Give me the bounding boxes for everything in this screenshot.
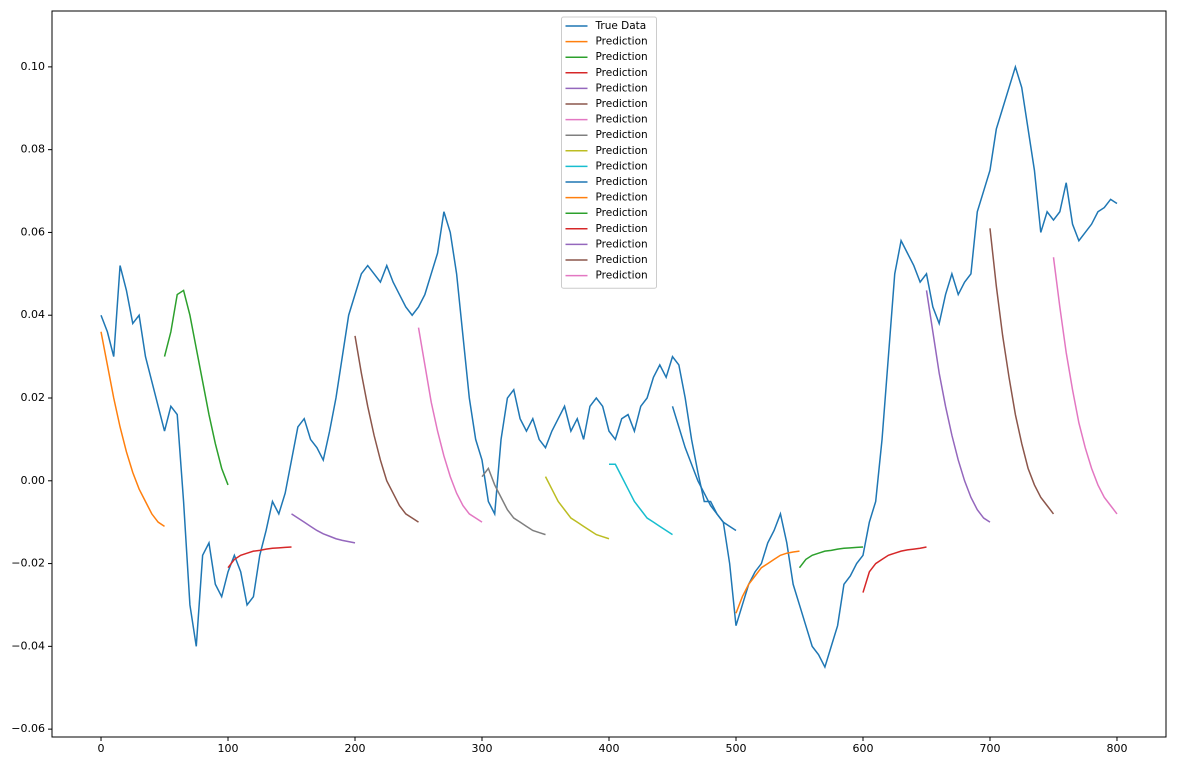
legend-label: Prediction (596, 160, 648, 172)
series-line (354, 335, 419, 523)
y-tick-label: −0.04 (11, 639, 45, 652)
legend-label: Prediction (596, 223, 648, 235)
legend-label: Prediction (596, 98, 648, 110)
series-line (100, 331, 165, 527)
x-tick-label: 300 (472, 742, 493, 755)
series-line (862, 546, 927, 593)
series-line (609, 463, 673, 536)
legend-label: Prediction (596, 67, 648, 79)
series-line (798, 546, 864, 569)
legend-label: Prediction (596, 114, 648, 126)
x-tick-label: 200 (345, 742, 366, 755)
series-line (544, 476, 610, 540)
legend-label: Prediction (596, 254, 648, 266)
x-tick-label: 800 (1106, 742, 1127, 755)
y-tick-label: 0.00 (21, 474, 46, 487)
legend-label: Prediction (596, 207, 648, 219)
legend-label: Prediction (596, 238, 648, 250)
series-line (100, 64, 1118, 670)
x-tick-label: 500 (725, 742, 746, 755)
legend-label: Prediction (596, 129, 648, 141)
x-tick-label: 0 (98, 742, 105, 755)
legend-label: Prediction (596, 51, 648, 63)
x-tick-label: 400 (599, 742, 620, 755)
series-line (417, 327, 483, 523)
y-tick-label: 0.08 (21, 143, 46, 156)
legend-label: Prediction (596, 270, 648, 282)
legend-label: Prediction (596, 82, 648, 94)
legend-label: Prediction (596, 145, 648, 157)
y-tick-label: 0.10 (21, 60, 46, 73)
y-tick-label: −0.02 (11, 557, 45, 570)
series-line (735, 550, 800, 614)
series-line (163, 289, 229, 486)
y-tick-label: 0.02 (21, 391, 46, 404)
x-tick-label: 600 (852, 742, 873, 755)
legend-label: Prediction (596, 36, 648, 48)
x-tick-label: 100 (218, 742, 239, 755)
series-line (1052, 257, 1118, 515)
y-tick-label: −0.06 (11, 722, 45, 735)
y-tick-label: 0.06 (21, 225, 46, 238)
series-line (291, 513, 356, 544)
series-line (481, 466, 546, 536)
series-line (925, 290, 991, 523)
y-tick-label: 0.04 (21, 308, 46, 321)
series-line (671, 406, 737, 532)
legend-box (561, 16, 657, 289)
series-line (227, 546, 292, 569)
series-line (989, 228, 1055, 515)
legend-label: Prediction (596, 192, 648, 204)
legend: True Data Prediction Prediction Prediction P… (561, 16, 657, 289)
legend-label: True Data (595, 20, 647, 32)
x-tick-label: 700 (979, 742, 1000, 755)
legend-label: Prediction (596, 176, 648, 188)
